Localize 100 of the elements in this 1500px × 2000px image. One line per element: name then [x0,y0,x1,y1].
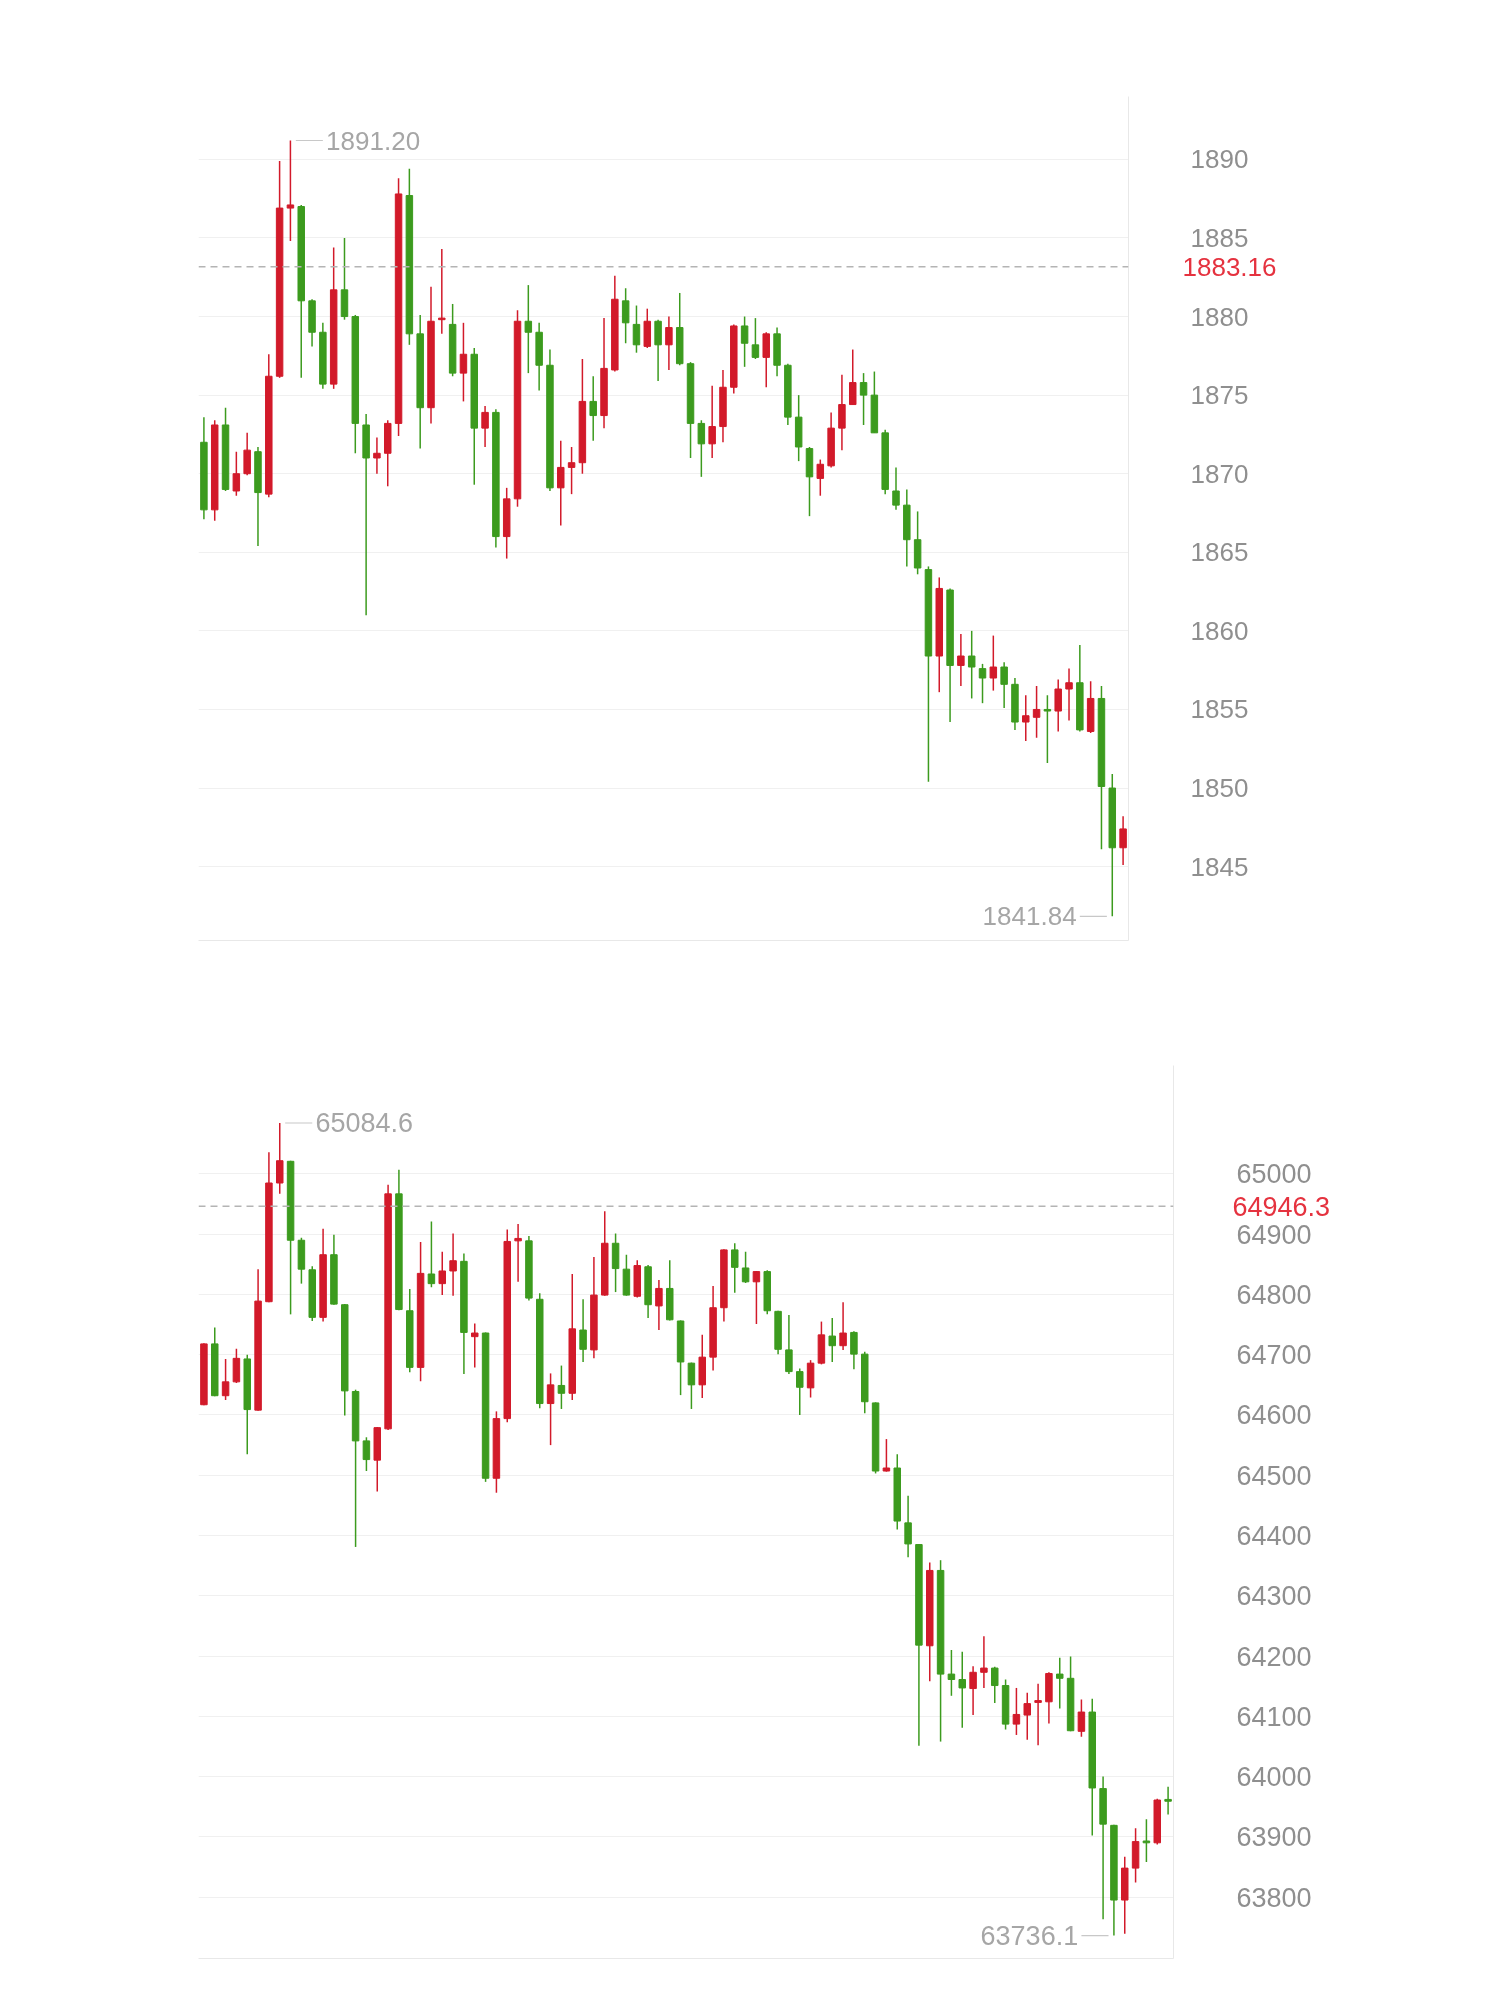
candlestick [1034,1682,1042,1746]
candlestick [957,633,965,687]
candlestick [232,450,241,497]
candlestick [751,317,760,360]
y-tick-label: 1865 [1190,537,1249,568]
candlestick [892,466,900,511]
candlestick [557,1364,566,1410]
annotation: 63736.1 [980,1921,1079,1952]
y-tick-label: 65000 [1236,1159,1312,1190]
y-tick-label: 64700 [1236,1340,1312,1371]
candlestick [655,1279,663,1331]
candlestick [557,439,565,527]
candlestick [731,1242,739,1294]
candlestick [665,315,673,371]
candlestick [1164,1786,1172,1816]
y-tick-label: 64900 [1236,1219,1312,1250]
candlestick [1012,1687,1021,1736]
candlestick [438,248,446,335]
candlestick [849,348,857,406]
y-tick-label: 1890 [1190,144,1249,175]
y-tick-label: 1870 [1190,458,1249,489]
annotation: 65084.6 [315,1108,414,1139]
candlestick [697,419,706,478]
candlestick [1054,678,1062,733]
y-tick-label: 1885 [1190,222,1249,253]
candlestick [221,1358,230,1401]
candlestick [654,318,662,382]
candlestick [567,446,576,495]
y-tick-label: 64000 [1236,1762,1312,1793]
candlestick [882,1438,891,1473]
candlestick [1077,1698,1086,1738]
candlestick [546,1372,555,1446]
candlestick [740,315,749,368]
candlestick [427,1220,436,1288]
candlestick [459,322,468,403]
candlestick [1142,1818,1151,1863]
y-tick-label: 64800 [1236,1279,1312,1310]
candlestick [362,1436,371,1472]
y-tick-label: 1875 [1190,380,1249,411]
candlestick [471,1322,479,1369]
candlestick [481,405,489,448]
candlestick [286,139,295,242]
candlestick [1119,815,1127,866]
annotation: 1841.84 [982,901,1077,932]
candlestick [1032,685,1041,739]
candlestick [850,1330,858,1370]
candlestick [958,1651,966,1729]
candlestick [967,630,976,700]
candlestick [838,373,846,451]
y-tick-label: 1860 [1190,615,1249,646]
candlestick [978,663,987,704]
y-tick-label: 64500 [1236,1460,1312,1491]
candlestick [1043,694,1052,764]
candlestick [1023,1692,1031,1741]
candlestick [796,1367,804,1416]
candlestick [243,432,251,477]
ref-line-label: 1883.16 [1182,251,1277,282]
y-tick-label: 63900 [1236,1822,1312,1853]
candlestick [980,1635,988,1689]
ref-line-label: 64946.3 [1232,1191,1331,1222]
y-tick-label: 63800 [1236,1882,1312,1913]
candlestick [579,1298,587,1363]
y-tick-label: 1850 [1190,773,1249,804]
y-tick-label: 64300 [1236,1581,1312,1612]
candlestick [859,372,868,426]
candlestick [708,384,716,459]
candlestick [1056,1657,1064,1710]
candlestick [904,1494,912,1558]
candlestick [589,375,597,442]
candlestick [1065,667,1073,722]
y-tick-label: 1855 [1190,694,1249,725]
y-tick-label: 64600 [1236,1400,1312,1431]
candlestick [989,634,998,692]
candlestick [276,1122,284,1195]
candlestick [785,1314,793,1375]
candlestick [373,436,381,475]
candlestick [1000,661,1008,709]
candlestick [947,1649,956,1697]
candlestick [449,1232,457,1297]
candlestick [514,1223,522,1283]
y-tick-label: 64200 [1236,1641,1312,1672]
candlestick [839,1301,847,1351]
candlestick [752,1270,761,1325]
y-tick-label: 64400 [1236,1521,1312,1551]
candlestick [687,1361,696,1410]
candlestick [438,1250,446,1296]
candlestick [991,1666,999,1704]
candlestick [232,1347,241,1384]
candlestick [969,1665,977,1716]
candlestick [524,284,533,374]
candlestick [1022,694,1030,742]
candlestick [828,1317,836,1363]
candlestick [816,458,825,497]
candlestick [741,1250,750,1284]
y-tick-label: 1880 [1190,301,1249,332]
annotation: 1891.20 [326,125,421,156]
candlestick [762,331,770,389]
candlestick [621,287,630,345]
y-tick-label: 1845 [1190,851,1249,882]
y-tick-label: 64100 [1236,1701,1312,1732]
